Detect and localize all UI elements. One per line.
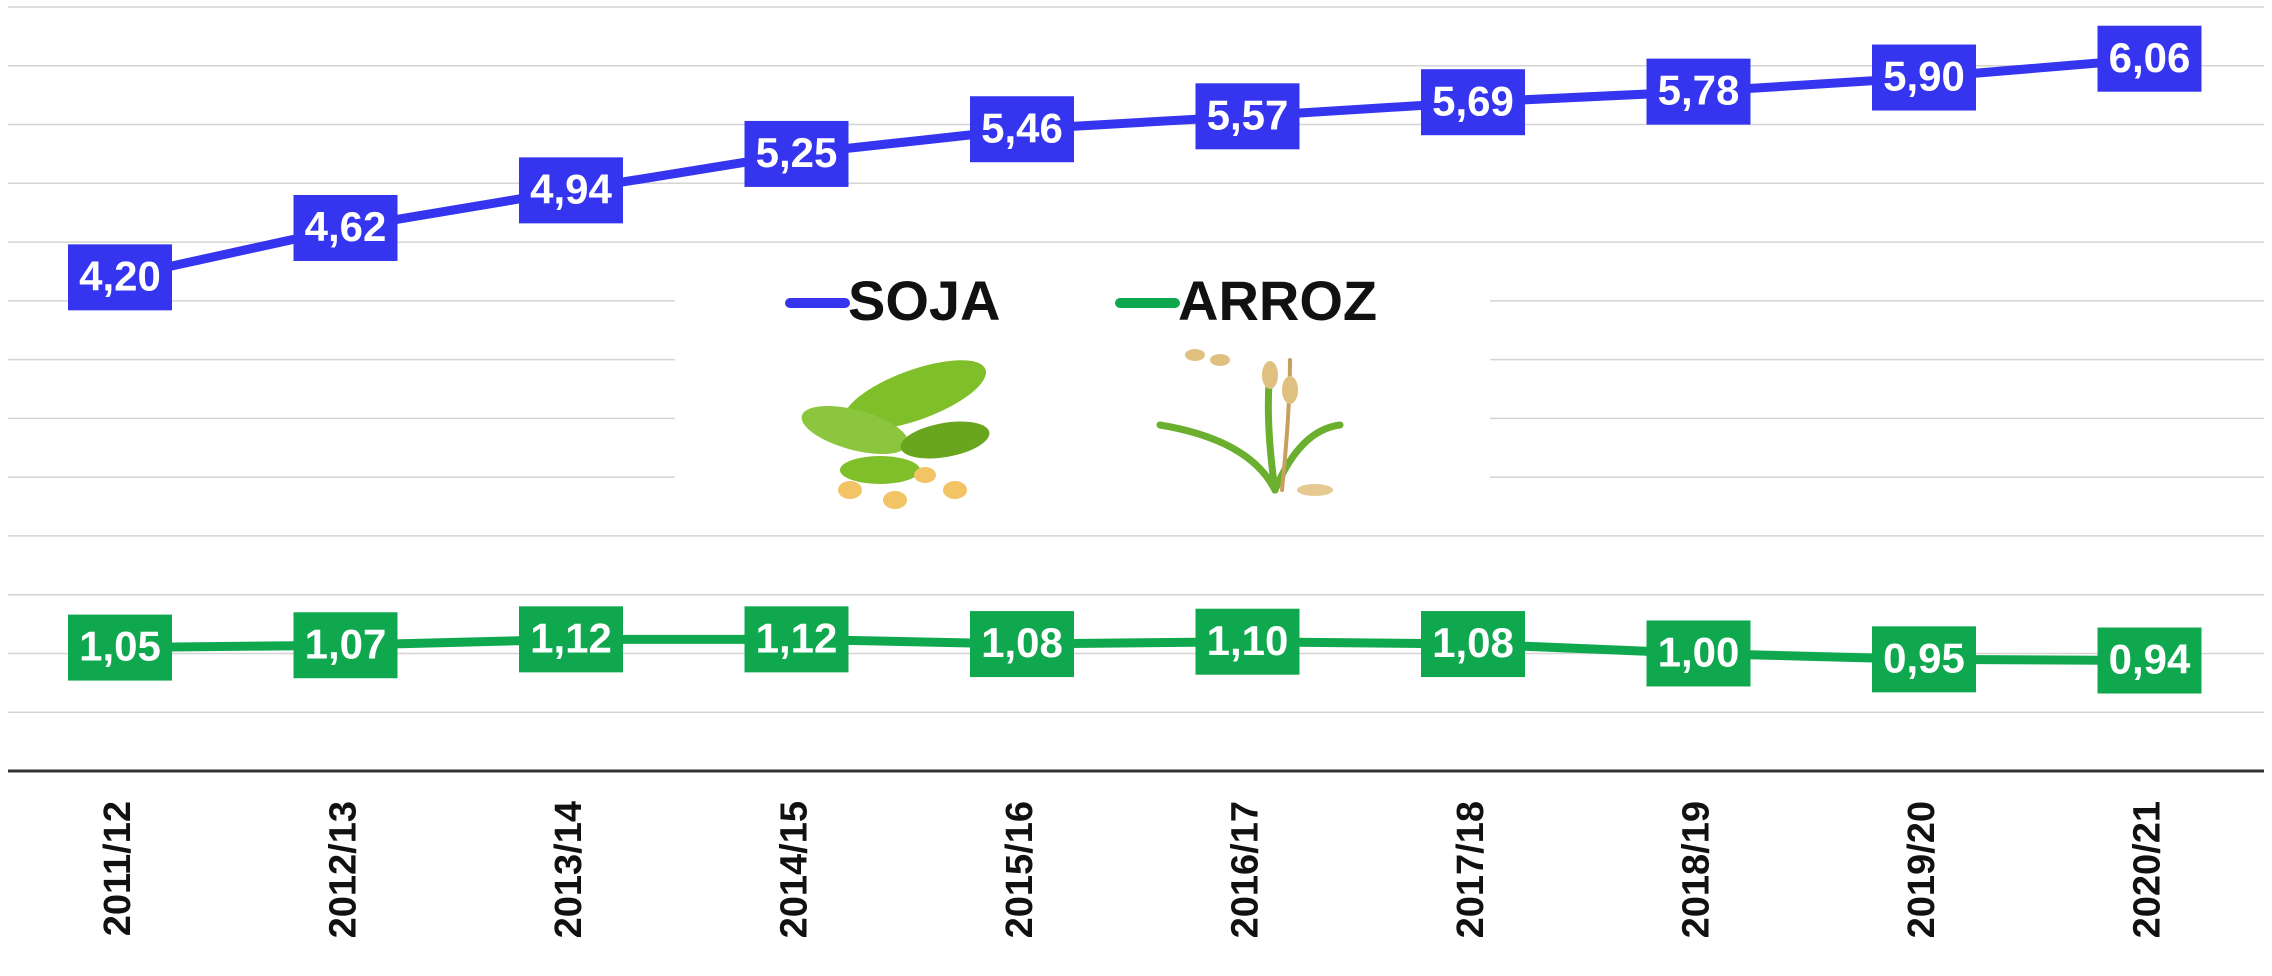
x-tick-label: 2019/20 [1901, 801, 1943, 938]
data-label: 1,10 [1207, 617, 1289, 664]
data-label: 4,20 [79, 252, 161, 299]
data-label: 5,57 [1207, 91, 1289, 138]
x-tick-label: 2014/15 [774, 801, 816, 938]
data-label-box [970, 611, 1074, 678]
data-label: 5,46 [981, 104, 1063, 151]
rice-icon [1156, 349, 1344, 496]
data-label: 1,12 [756, 614, 838, 661]
data-label-box [519, 606, 623, 673]
data-label: 0,94 [2109, 636, 2191, 683]
data-label-box [1646, 58, 1751, 125]
x-tick-label: 2020/21 [2127, 801, 2169, 938]
data-label-box [1646, 620, 1751, 687]
data-label-box [519, 157, 623, 224]
legend-background [675, 270, 1490, 510]
data-label: 1,07 [305, 620, 387, 667]
data-label: 1,05 [79, 623, 161, 670]
data-label-box [1421, 69, 1525, 136]
data-label-box [293, 612, 398, 679]
data-label: 5,25 [756, 129, 838, 176]
data-label: 5,69 [1432, 77, 1514, 124]
data-label-box [1195, 83, 1300, 150]
data-label-box [744, 120, 849, 187]
x-tick-label: 2016/17 [1225, 801, 1267, 938]
data-label-box [2097, 25, 2202, 92]
data-label: 6,06 [2109, 34, 2191, 81]
soy-icon [801, 360, 990, 509]
data-label-box [1195, 608, 1300, 675]
data-label: 5,78 [1658, 67, 1740, 114]
x-tick-label: 2013/14 [548, 801, 590, 938]
data-label: 5,90 [1883, 53, 1965, 100]
data-label: 1,08 [981, 619, 1063, 666]
x-tick-label: 2017/18 [1450, 801, 1492, 938]
legend-box [675, 270, 1490, 510]
x-tick-label: 2011/12 [97, 801, 139, 936]
data-label-box [1421, 611, 1525, 678]
legend-label: ARROZ [1178, 269, 1377, 332]
data-label: 4,94 [530, 165, 612, 212]
series-line [119, 634, 2150, 666]
data-label-box [68, 614, 172, 681]
data-label-box [744, 606, 849, 673]
data-label-box [2097, 627, 2202, 694]
data-label: 0,95 [1883, 634, 1965, 681]
data-label-box [1872, 626, 1976, 693]
data-label-box [68, 244, 172, 311]
data-label: 1,00 [1658, 629, 1740, 676]
x-tick-label: 2012/13 [323, 801, 365, 938]
series-line [119, 54, 2150, 282]
data-label: 4,62 [305, 203, 387, 250]
x-tick-label: 2015/16 [999, 801, 1041, 938]
plot: 4,20 4,62 4,94 5,25 5,46 5,57 5,69 5,78 5,90 6,06… [68, 25, 2202, 694]
legend-label: SOJA [848, 269, 1001, 332]
data-label-box [970, 96, 1074, 163]
data-label: 1,08 [1432, 619, 1514, 666]
data-label-box [1872, 44, 1976, 111]
data-label-box [293, 194, 398, 261]
x-tick-label: 2018/19 [1676, 801, 1718, 938]
data-label: 1,12 [530, 614, 612, 661]
